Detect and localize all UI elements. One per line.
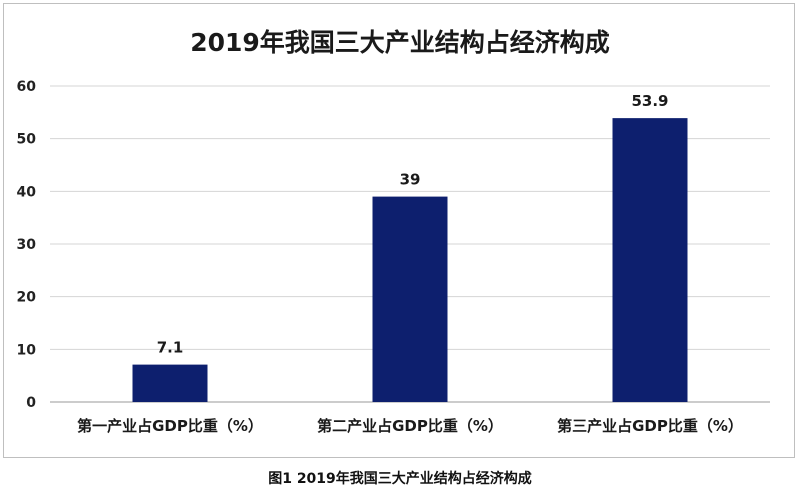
data-label: 39: [400, 171, 421, 189]
x-tick-label: 第二产业占GDP比重（%）: [317, 417, 503, 435]
y-tick-label: 20: [17, 290, 37, 306]
x-tick-label: 第三产业占GDP比重（%）: [557, 417, 743, 435]
y-tick-label: 30: [17, 237, 37, 253]
y-tick-label: 10: [17, 342, 37, 358]
bar-chart: 2019年我国三大产业结构占经济构成 0 10 20 30 40 50 60 7.1 39 53…: [17, 28, 770, 435]
y-tick-label: 40: [17, 184, 37, 200]
y-tick-label: 0: [26, 395, 36, 411]
y-tick-label: 50: [17, 132, 37, 148]
data-labels: 7.1 39 53.9: [157, 92, 669, 356]
bar: [132, 364, 208, 402]
y-axis: 0 10 20 30 40 50 60: [17, 79, 37, 411]
bar: [612, 118, 688, 403]
figure-caption: 图1 2019年我国三大产业结构占经济构成: [268, 471, 532, 487]
x-axis: 第一产业占GDP比重（%） 第二产业占GDP比重（%） 第三产业占GDP比重（%）: [77, 417, 743, 435]
bar: [372, 196, 448, 402]
chart-title: 2019年我国三大产业结构占经济构成: [190, 28, 610, 57]
y-tick-label: 60: [17, 79, 37, 95]
bars: [132, 118, 688, 403]
x-tick-label: 第一产业占GDP比重（%）: [77, 417, 263, 435]
data-label: 53.9: [631, 92, 668, 110]
data-label: 7.1: [157, 339, 184, 357]
